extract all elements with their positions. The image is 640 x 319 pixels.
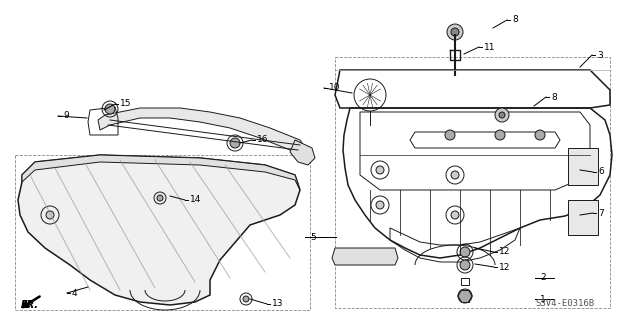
Text: 2: 2: [540, 273, 546, 283]
Text: 9: 9: [63, 112, 68, 121]
Circle shape: [495, 130, 505, 140]
Circle shape: [105, 104, 115, 114]
Text: 16: 16: [257, 136, 269, 145]
Polygon shape: [98, 108, 308, 158]
Polygon shape: [568, 200, 598, 235]
Text: 13: 13: [272, 300, 284, 308]
Text: 7: 7: [598, 209, 604, 218]
Text: 5: 5: [310, 233, 316, 241]
Circle shape: [499, 112, 505, 118]
Circle shape: [157, 195, 163, 201]
Text: 10: 10: [329, 84, 340, 93]
Text: 12: 12: [499, 248, 510, 256]
Text: 8: 8: [512, 16, 518, 25]
Circle shape: [451, 28, 459, 36]
Circle shape: [376, 201, 384, 209]
Circle shape: [535, 130, 545, 140]
Text: FR.: FR.: [21, 300, 39, 310]
Polygon shape: [18, 155, 300, 305]
Polygon shape: [22, 155, 300, 190]
Text: 3: 3: [597, 50, 603, 60]
Polygon shape: [290, 140, 315, 165]
Polygon shape: [568, 148, 598, 185]
Circle shape: [495, 108, 509, 122]
Text: 15: 15: [120, 100, 131, 108]
Text: 8: 8: [551, 93, 557, 101]
Text: 1: 1: [540, 294, 546, 303]
Text: 14: 14: [190, 196, 202, 204]
Text: S3V4-E0316B: S3V4-E0316B: [536, 299, 595, 308]
Circle shape: [376, 166, 384, 174]
Circle shape: [243, 296, 249, 302]
Circle shape: [460, 247, 470, 257]
Text: 12: 12: [499, 263, 510, 271]
Circle shape: [46, 211, 54, 219]
Text: 4: 4: [72, 288, 77, 298]
Text: 6: 6: [598, 167, 604, 176]
Circle shape: [460, 260, 470, 270]
Circle shape: [451, 211, 459, 219]
Text: 11: 11: [484, 42, 495, 51]
Circle shape: [447, 24, 463, 40]
Circle shape: [458, 289, 472, 303]
Circle shape: [230, 138, 240, 148]
Circle shape: [445, 130, 455, 140]
Circle shape: [451, 171, 459, 179]
Polygon shape: [332, 248, 398, 265]
